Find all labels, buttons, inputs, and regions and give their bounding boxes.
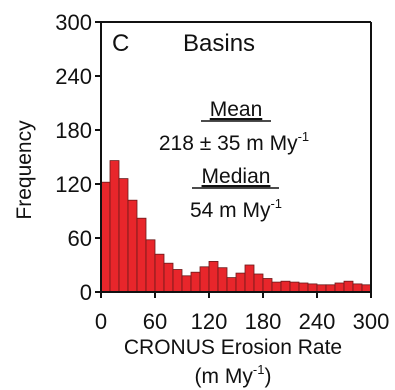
histogram-bar-25 [316, 284, 327, 293]
y-axis-ticks: 0 60 120 180 240 300 [55, 10, 101, 305]
histogram-bar-23 [298, 282, 309, 293]
median-value-text: 54 m My [190, 199, 271, 222]
histogram-bar-17 [244, 264, 255, 293]
y-tick-label-0: 0 [80, 280, 92, 305]
mean-value: 218 ± 35 m My-1 [159, 129, 309, 155]
x-axis-title: CRONUS Erosion Rate [124, 336, 342, 359]
histogram-bar-1 [100, 181, 111, 293]
histogram-bar-20 [271, 281, 282, 293]
statistics-annotation: Mean 218 ± 35 m My-1 Median 54 m My-1 [159, 98, 309, 222]
y-tick-label-180: 180 [55, 118, 92, 143]
axes [100, 21, 372, 293]
y-tick-label-60: 60 [68, 226, 92, 251]
histogram-bar-12 [199, 266, 210, 293]
histogram-bar-22 [289, 281, 300, 293]
histogram-bar-28 [343, 280, 354, 293]
histogram-bar-5 [136, 217, 147, 293]
histogram-bar-11 [190, 271, 201, 293]
median-label: Median [202, 165, 271, 188]
x-tick-label-120: 120 [191, 309, 228, 334]
histogram-bar-10 [181, 275, 192, 293]
x-axis-unit: (m My-1) [195, 362, 272, 388]
histogram-bar-19 [262, 278, 273, 293]
histogram-bar-2 [109, 160, 120, 293]
histogram-bar-21 [280, 280, 291, 293]
histogram-bar-24 [307, 283, 318, 293]
x-tick-label-180: 180 [245, 309, 282, 334]
x-axis-ticks: 0 60 120 180 240 300 [95, 292, 389, 334]
y-tick-label-240: 240 [55, 64, 92, 89]
x-tick-label-300: 300 [353, 309, 390, 334]
x-axis-unit-base: (m My [195, 365, 254, 388]
histogram-bar-13 [208, 260, 219, 293]
panel-letter: C [112, 30, 129, 57]
histogram-bar-30 [361, 284, 372, 293]
y-axis-title: Frequency [13, 120, 36, 220]
histogram-bar-6 [145, 239, 156, 293]
histogram-bar-14 [217, 267, 228, 293]
histogram-bar-9 [172, 269, 183, 293]
mean-value-text: 218 ± 35 m My [159, 132, 298, 155]
histogram-bar-15 [226, 277, 237, 293]
histogram-bar-27 [334, 282, 345, 293]
mean-unit-exponent: -1 [298, 129, 310, 144]
chart-title: Basins [183, 30, 255, 57]
histogram-bars [100, 160, 372, 293]
x-axis-unit-exponent: -1 [253, 362, 265, 377]
median-value: 54 m My-1 [190, 196, 282, 222]
y-tick-label-300: 300 [55, 10, 92, 35]
histogram-bar-7 [154, 253, 165, 293]
x-tick-label-240: 240 [299, 309, 336, 334]
histogram-bar-29 [352, 283, 363, 293]
x-tick-label-60: 60 [143, 309, 167, 334]
histogram-bar-3 [118, 178, 129, 293]
histogram-bar-4 [127, 199, 138, 293]
x-tick-label-0: 0 [95, 309, 107, 334]
mean-label: Mean [210, 98, 263, 121]
histogram-bar-18 [253, 273, 264, 293]
histogram-bar-26 [325, 284, 336, 293]
median-unit-exponent: -1 [270, 196, 282, 211]
histogram-bar-16 [235, 272, 246, 293]
y-tick-label-120: 120 [55, 172, 92, 197]
x-axis-unit-close: ) [264, 365, 271, 388]
histogram-bar-8 [163, 262, 174, 293]
